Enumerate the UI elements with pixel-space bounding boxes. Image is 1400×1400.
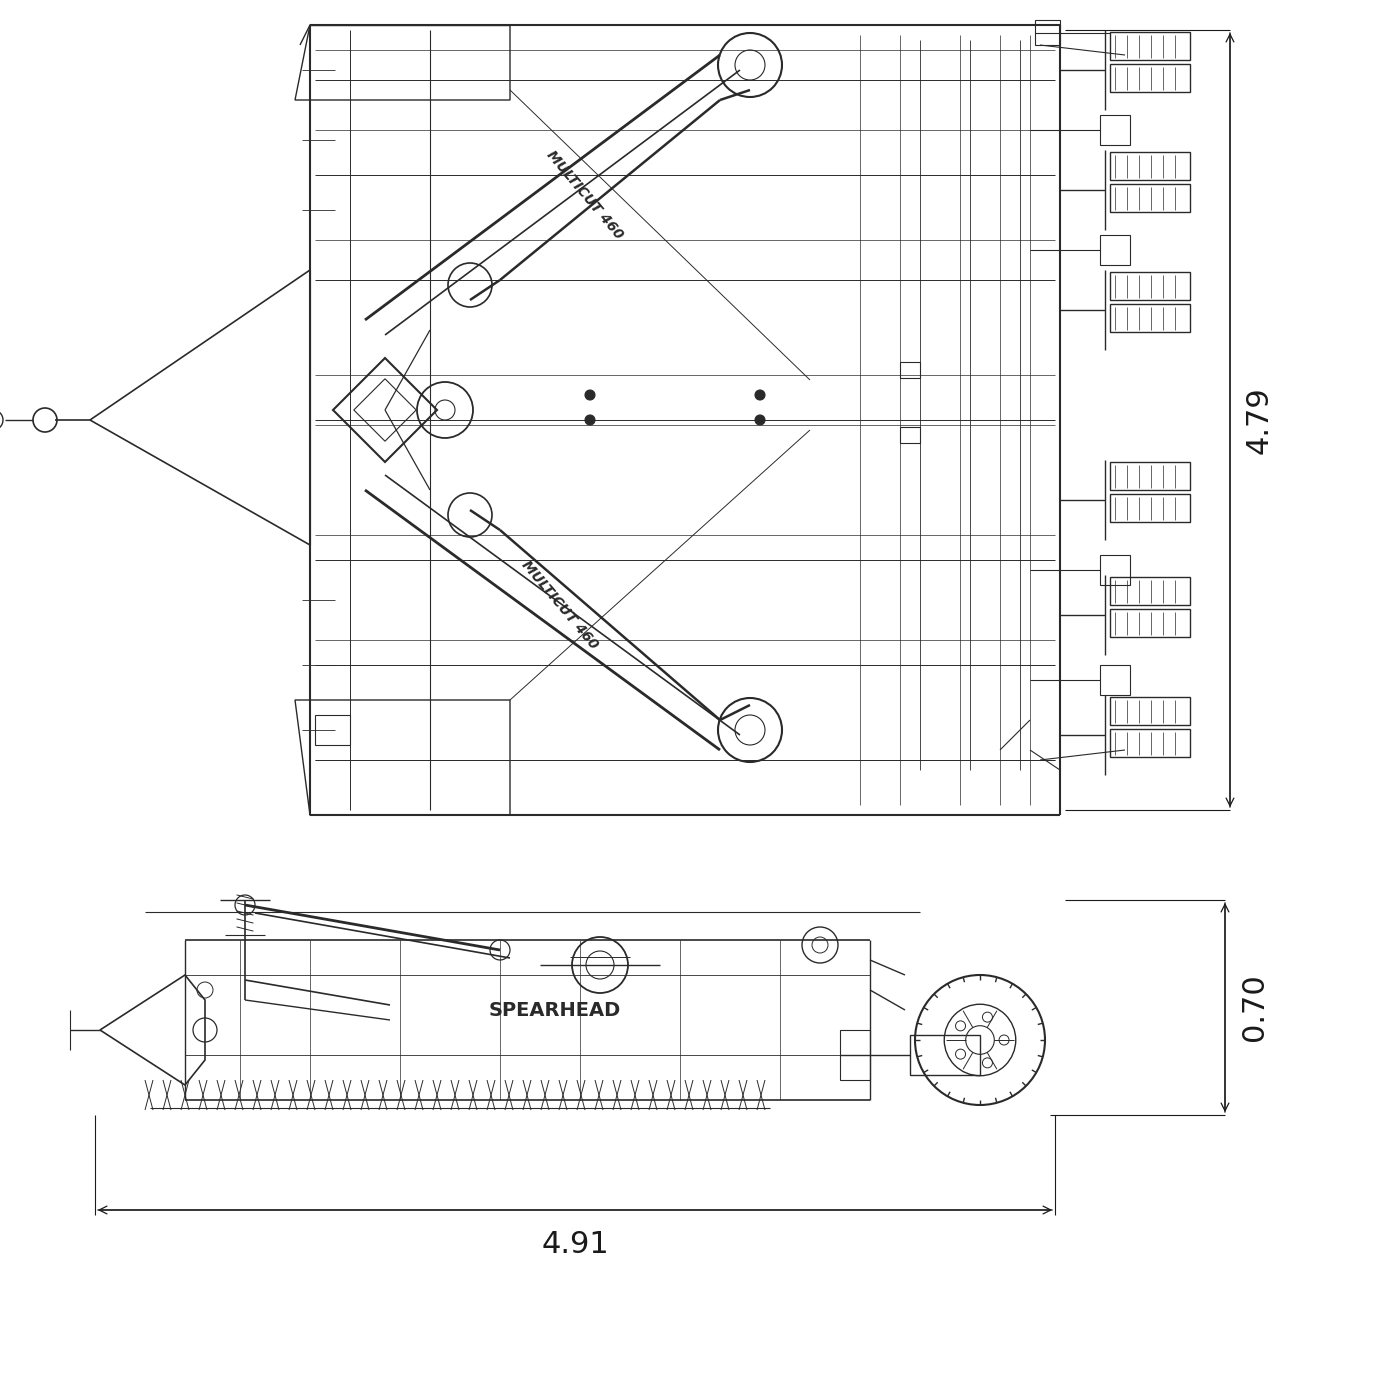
Bar — [1110, 304, 1190, 332]
Text: MULTICUT 460: MULTICUT 460 — [545, 148, 626, 242]
Bar — [1110, 183, 1190, 211]
Bar — [1110, 577, 1190, 605]
Circle shape — [755, 414, 764, 426]
Bar — [1110, 697, 1190, 725]
Bar — [840, 1030, 869, 1079]
Bar — [1110, 462, 1190, 490]
Text: SPEARHEAD: SPEARHEAD — [489, 1001, 622, 1019]
Circle shape — [585, 391, 595, 400]
Bar — [1110, 64, 1190, 92]
Bar — [1035, 20, 1060, 45]
Bar — [910, 1035, 980, 1075]
Bar — [900, 427, 920, 442]
Circle shape — [1000, 1035, 1009, 1044]
Bar — [1110, 609, 1190, 637]
Bar — [1100, 115, 1130, 146]
Bar — [1100, 235, 1130, 265]
Text: 4.79: 4.79 — [1245, 386, 1274, 454]
Bar — [1110, 729, 1190, 757]
Text: 0.70: 0.70 — [1240, 973, 1268, 1042]
Circle shape — [983, 1058, 993, 1068]
Text: MULTICUT 460: MULTICUT 460 — [519, 559, 601, 652]
Text: 4.91: 4.91 — [542, 1231, 609, 1259]
Bar — [1110, 153, 1190, 181]
Circle shape — [956, 1049, 966, 1060]
Circle shape — [983, 1012, 993, 1022]
Circle shape — [585, 414, 595, 426]
Circle shape — [755, 391, 764, 400]
Bar — [900, 363, 920, 378]
Bar — [1110, 494, 1190, 522]
Bar — [1110, 32, 1190, 60]
Bar — [1100, 665, 1130, 694]
Bar — [315, 715, 350, 745]
Bar — [1110, 272, 1190, 300]
Circle shape — [956, 1021, 966, 1030]
Bar — [1100, 554, 1130, 585]
